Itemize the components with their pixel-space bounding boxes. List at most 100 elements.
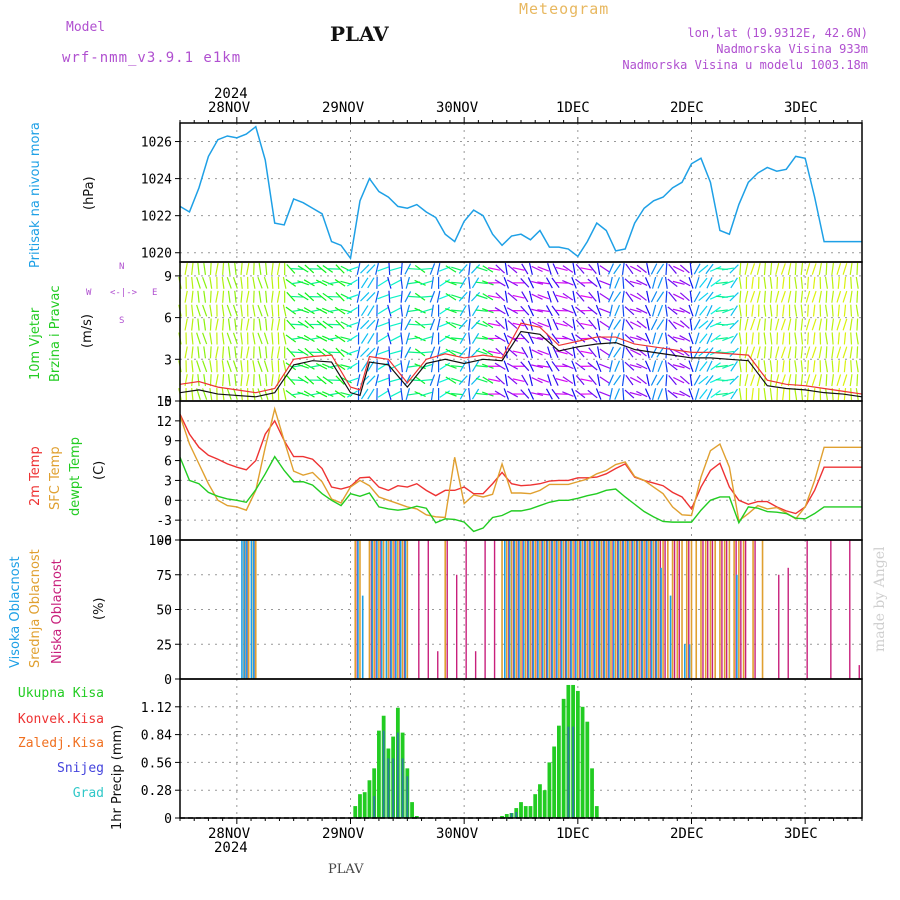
wind-arrow-79 (222, 262, 225, 275)
wind-arrow-1029 (805, 263, 811, 275)
wind-arrow-652 (575, 362, 586, 371)
wind-arrow-212 (303, 362, 315, 370)
precip-total-bar-5 (377, 730, 381, 818)
wind-arrow-1058 (824, 276, 829, 289)
wind-arrow-1008 (794, 276, 798, 289)
wind-arrow-1096 (850, 304, 853, 317)
ytick-label-cloud-1: 25 (156, 638, 172, 653)
wind-arrow-688 (595, 277, 602, 289)
wind-arrow-1028 (807, 276, 810, 289)
wind-arrow-574 (527, 332, 535, 345)
panel-frame-temperature (179, 400, 863, 541)
wind-arrow-867 (705, 291, 714, 302)
wind-arrow-155 (271, 318, 274, 331)
wind-arrow-566 (520, 305, 530, 316)
wind-arrow-872 (710, 362, 721, 371)
wind-arrow-214 (303, 334, 315, 343)
wind-arrow-715 (613, 319, 622, 330)
bottom-date-3dec: 3DEC (784, 826, 818, 842)
wind-arrow-1078 (837, 276, 840, 289)
wind-arrow-958 (763, 276, 767, 289)
wind-arrow-632 (562, 363, 574, 370)
wind-arrow-266 (334, 306, 346, 315)
wind-arrow-295 (356, 318, 361, 331)
wind-arrow-791 (665, 374, 668, 387)
wind-arrow-804 (667, 334, 678, 343)
wind-arrow-603 (547, 346, 552, 359)
wind-arrow-1083 (842, 346, 848, 359)
wind-arrow-895 (721, 323, 734, 327)
wind-arrow-858 (699, 277, 708, 288)
wind-arrow-145 (265, 318, 268, 331)
wind-arrow-626 (555, 309, 568, 312)
wind-arrow-99 (234, 262, 237, 275)
wind-arrow-356 (389, 307, 402, 314)
wind-arrow-811 (673, 376, 685, 384)
wind-arrow-690 (599, 391, 611, 397)
wind-arrow-733 (625, 347, 634, 358)
wind-arrow-498 (475, 281, 488, 285)
wind-arrow-587 (531, 293, 543, 300)
wind-arrow-396 (414, 307, 426, 314)
wind-arrow-1041 (818, 374, 822, 387)
wind-arrow-521 (495, 375, 505, 385)
wind-arrow-467 (458, 291, 468, 302)
wind-arrow-712 (614, 360, 621, 373)
precip-total-bar-18 (519, 802, 523, 818)
wind-arrow-719 (613, 263, 622, 275)
wind-arrow-1074 (837, 332, 840, 345)
wind-arrow-304 (360, 333, 369, 344)
wind-arrow-535 (504, 318, 508, 331)
wind-arrow-483 (470, 347, 481, 358)
wind-arrow-614 (551, 333, 560, 344)
wind-arrow-525 (495, 320, 505, 330)
bottom-date-29nov: 29NOV (322, 826, 365, 842)
wind-arrow-930 (751, 388, 754, 401)
wind-arrow-573 (528, 346, 533, 359)
wind-arrow-1086 (843, 304, 847, 317)
wind-arrow-817 (673, 293, 685, 300)
precip-snow-bar-17 (515, 812, 518, 818)
wind-arrow-447 (445, 293, 457, 301)
wind-arrow-642 (571, 360, 577, 373)
wind-arrow-1087 (842, 290, 848, 303)
wind-arrow-891 (721, 378, 734, 382)
wind-arrow-1018 (800, 276, 804, 289)
wind-arrow-720 (622, 388, 625, 401)
wind-arrow-531 (504, 374, 508, 387)
wind-arrow-452 (451, 365, 464, 368)
wind-arrow-701 (607, 374, 614, 386)
wind-arrow-157 (271, 290, 274, 303)
wind-arrow-943 (756, 346, 761, 359)
wind-arrow-283 (346, 349, 359, 355)
wind-arrow-429 (436, 262, 441, 275)
wind-arrow-106 (240, 304, 243, 317)
wind-arrow-729 (621, 262, 625, 275)
wind-arrow-308 (360, 277, 369, 289)
wind-arrow-645 (572, 318, 576, 331)
wind-arrow-637 (562, 292, 574, 301)
precip-total-bar-19 (523, 806, 528, 818)
wind-arrow-671 (588, 375, 597, 386)
wind-arrow-693 (599, 348, 611, 357)
wind-arrow-807 (668, 291, 677, 302)
wind-arrow-800 (667, 389, 678, 399)
temp-line-0 (179, 413, 862, 515)
wind-arrow-240 (322, 391, 334, 397)
wind-arrow-40 (202, 388, 208, 400)
wind-arrow-455 (451, 322, 463, 327)
wind-arrow-616 (551, 305, 560, 316)
wind-arrow-795 (665, 318, 668, 331)
wind-arrow-128 (252, 276, 256, 289)
wind-arrow-842 (694, 360, 700, 373)
wind-arrow-238 (316, 279, 328, 287)
wind-arrow-1038 (812, 276, 816, 289)
wind-arrow-124 (252, 332, 256, 345)
ytick-label-wind-0: 0 (164, 395, 172, 410)
wind-arrow-493 (475, 349, 488, 355)
wind-arrow-443 (445, 348, 457, 357)
wind-arrow-748 (629, 280, 642, 285)
wind-arrow-866 (706, 304, 713, 317)
wind-arrow-268 (334, 279, 346, 287)
wind-arrow-1054 (824, 332, 829, 345)
